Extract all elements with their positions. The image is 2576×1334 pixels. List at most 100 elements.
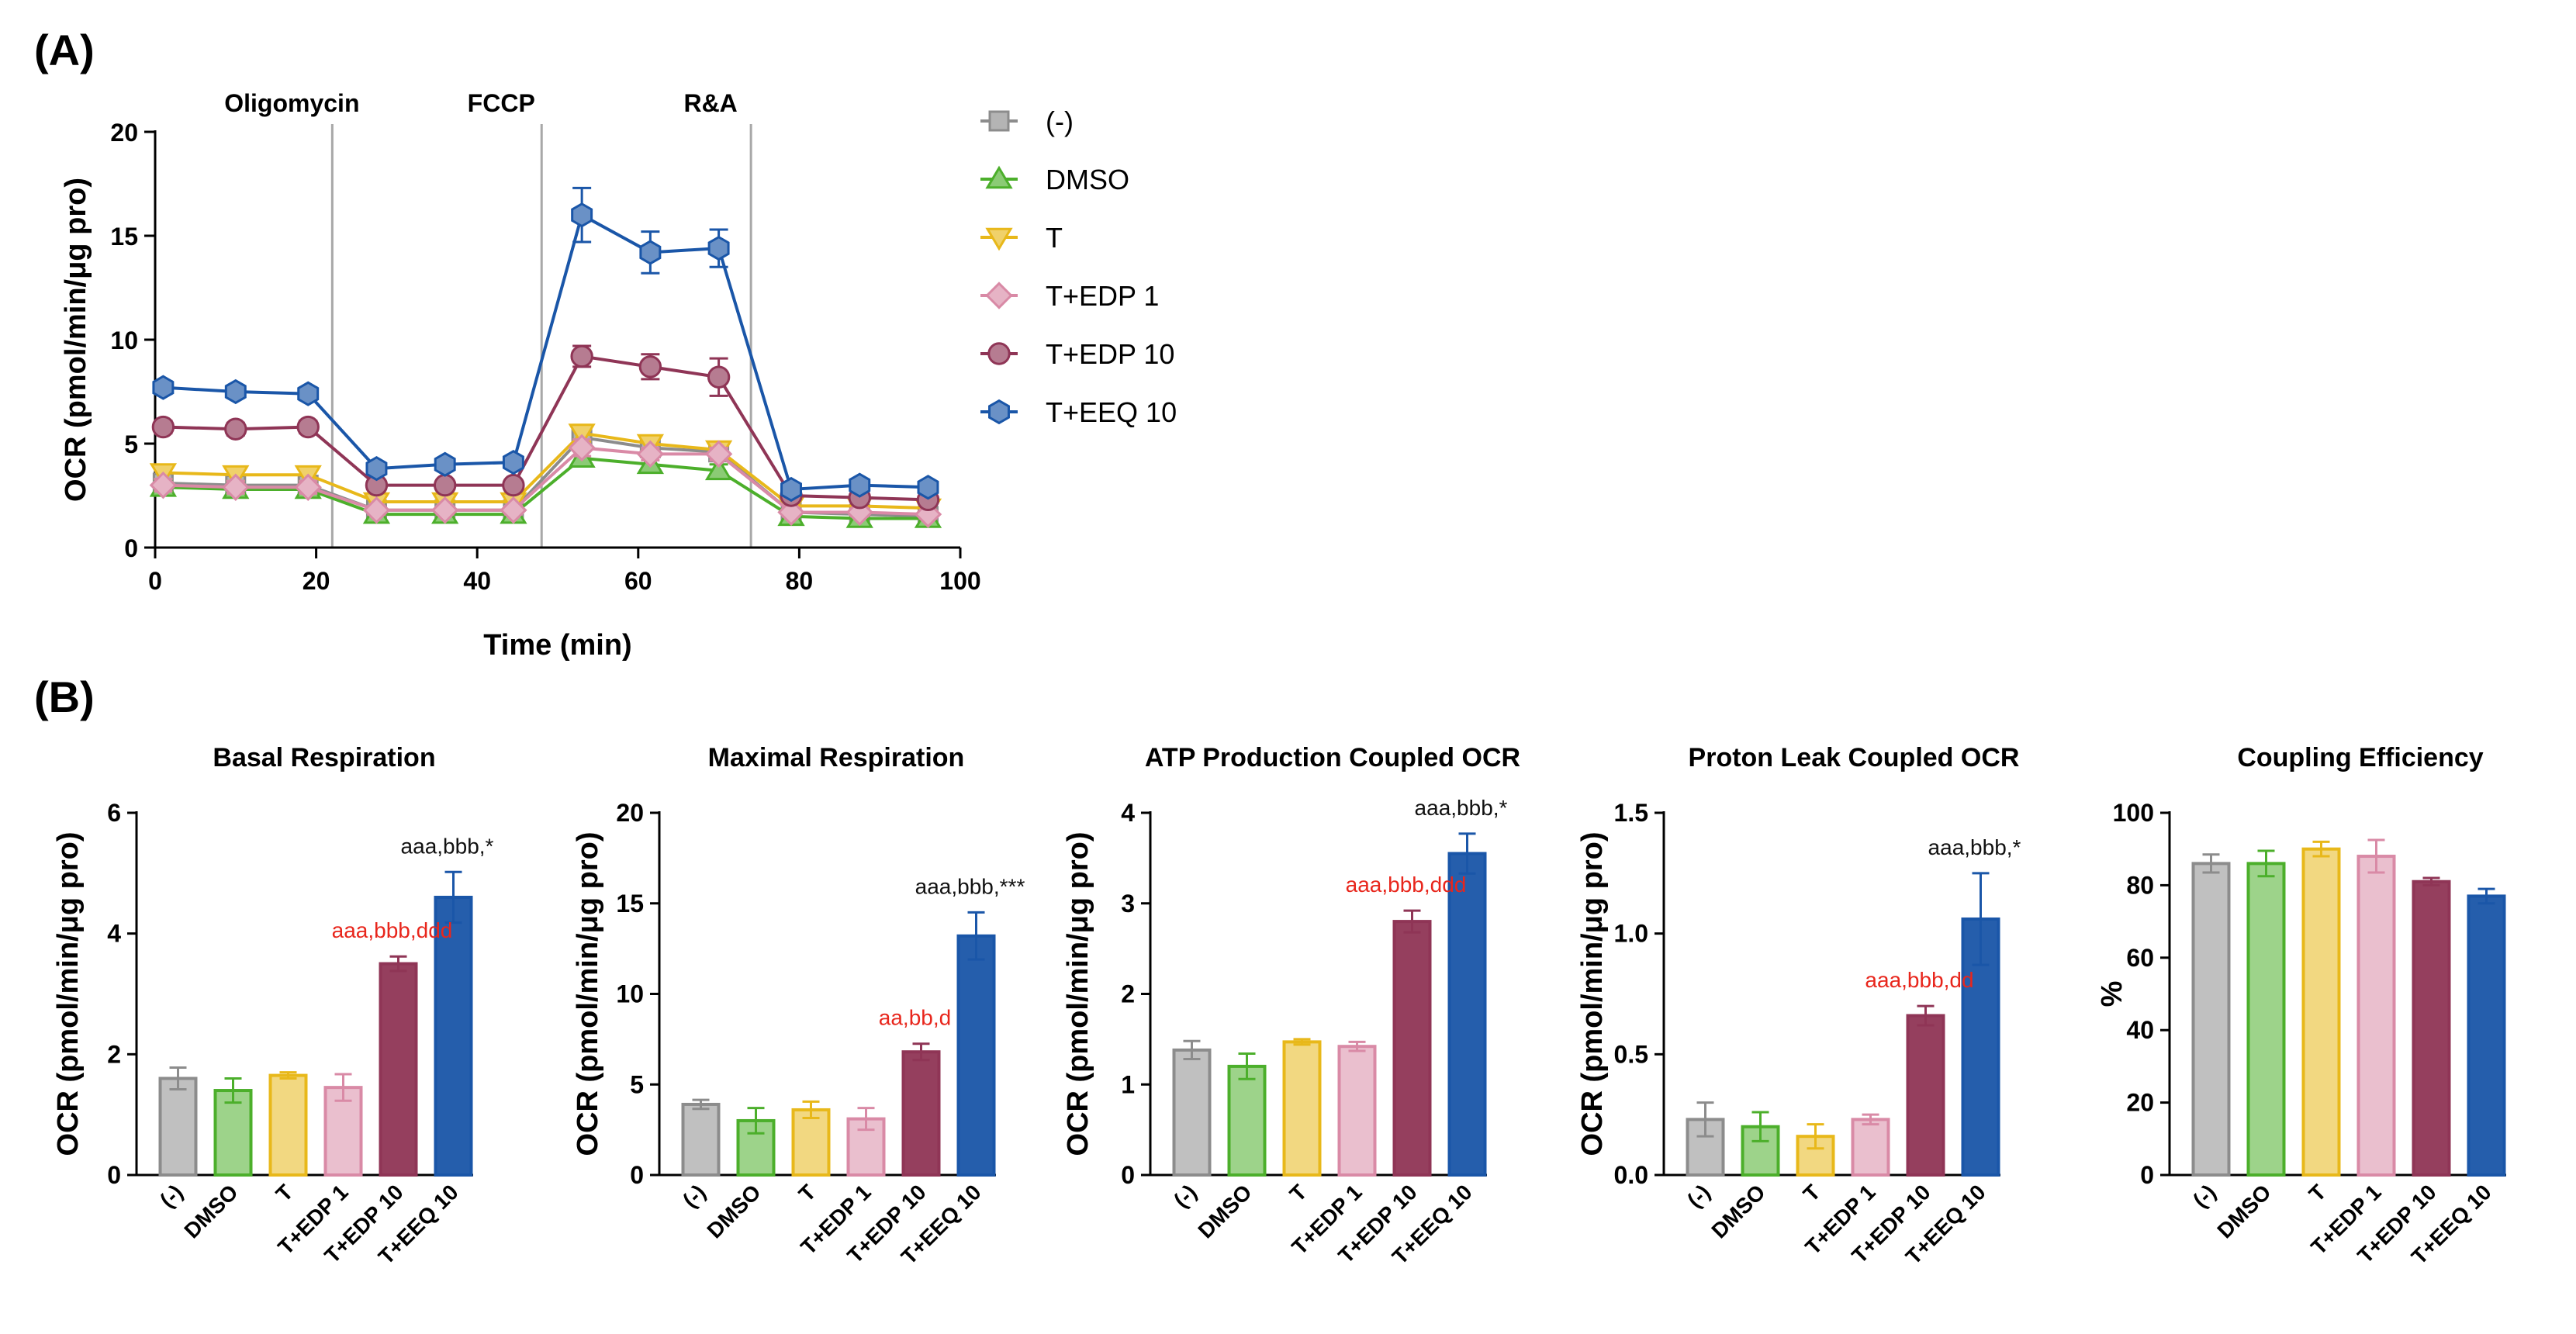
legend-label: DMSO: [1046, 164, 1129, 195]
data-point: [777, 498, 805, 527]
x-tick-label: 40: [463, 567, 491, 595]
bar: [2467, 894, 2506, 1177]
legend-label: T+EDP 1: [1046, 280, 1159, 312]
bar: [1906, 1014, 1945, 1177]
x-tick-label: 100: [939, 567, 980, 595]
bar: [379, 962, 418, 1177]
category-label: DMSO: [702, 1180, 765, 1242]
category-label: DMSO: [1193, 1180, 1256, 1242]
y-tick-label: 3: [1121, 890, 1135, 918]
bar: [2246, 862, 2286, 1177]
y-tick-label: 40: [2126, 1016, 2154, 1044]
legend-marker: [988, 110, 1010, 132]
category-label: T: [1285, 1180, 1312, 1206]
bar-chart-3: ATP Production Coupled OCR 0 1 2 3 4 OCR (pmol…: [1062, 743, 1520, 1269]
bar: [1447, 852, 1487, 1177]
bar: [2191, 862, 2231, 1177]
significance-label: aaa,bbb,ddd: [332, 918, 453, 942]
y-tick-label: 0.5: [1614, 1040, 1648, 1068]
significance-label: aaa,bbb,*: [1415, 796, 1508, 820]
y-tick-label: 60: [2126, 944, 2154, 972]
legend-marker: [985, 282, 1013, 309]
data-point: [639, 240, 662, 265]
y-tick-label: 80: [2126, 871, 2154, 899]
bar: [2412, 880, 2451, 1177]
bar: [158, 1077, 198, 1177]
series-edp1: [149, 434, 942, 528]
data-point: [500, 496, 527, 524]
y-tick-label: 20: [2126, 1089, 2154, 1117]
category-label: DMSO: [1706, 1180, 1769, 1242]
y-tick-label: 6: [107, 799, 121, 827]
bar: [2301, 847, 2341, 1177]
x-tick-label: 0: [148, 567, 162, 595]
y-tick-label: 1.5: [1614, 799, 1648, 827]
y-tick-label: 0: [124, 534, 138, 562]
data-point: [502, 473, 525, 497]
y-tick-label: 5: [630, 1070, 644, 1098]
category-label: T: [1799, 1180, 1825, 1206]
x-tick-label: 60: [624, 567, 652, 595]
data-point: [571, 202, 593, 228]
bar: [213, 1089, 253, 1177]
bar: [1392, 920, 1432, 1177]
data-point: [294, 473, 322, 502]
y-tick-label: 0.0: [1614, 1161, 1648, 1189]
data-point: [296, 415, 320, 439]
chart-title: Basal Respiration: [213, 743, 435, 772]
injection-label: Oligomycin: [224, 89, 359, 117]
bar-chart-5: Coupling Efficiency 0 20 40 60 80 100% (-)DMSO T…: [2096, 743, 2506, 1269]
bar: [956, 934, 996, 1177]
bar-chart-2: Maximal Respiration 0 5 10 15 20 OCR (pmol/min…: [572, 743, 1025, 1269]
y-tick-label: 0: [2140, 1161, 2154, 1189]
category-label: T: [794, 1180, 821, 1206]
data-point: [151, 415, 175, 439]
chart-title: Coupling Efficiency: [2237, 743, 2483, 772]
significance-label: aaa,bbb,*: [401, 834, 494, 858]
data-point: [780, 476, 802, 503]
panel-label-b: (B): [34, 672, 95, 721]
series-t: [149, 423, 942, 522]
injection-label: FCCP: [468, 89, 535, 117]
bar: [2356, 855, 2396, 1177]
series-line: [163, 456, 928, 520]
y-axis-title: OCR (pmol/min/μg pro): [1062, 832, 1094, 1156]
data-point: [362, 496, 391, 524]
data-point: [914, 500, 942, 528]
bar: [1961, 917, 2000, 1177]
legend-marker: [985, 165, 1013, 189]
y-tick-label: 2: [1121, 980, 1135, 1008]
chart-title: Maximal Respiration: [708, 743, 965, 772]
y-tick-label: 2: [107, 1040, 121, 1068]
significance-label: aaa,bbb,ddd: [1346, 873, 1467, 897]
data-point: [845, 498, 873, 527]
legend-marker: [988, 399, 1010, 425]
legend-label: T: [1046, 222, 1063, 254]
y-axis-title: OCR (pmol/min/μg pro): [52, 832, 85, 1156]
data-point: [917, 475, 939, 500]
series-line: [163, 354, 928, 502]
y-tick-label: 0: [107, 1161, 121, 1189]
series-line: [163, 431, 928, 510]
legend-marker: [987, 342, 1011, 365]
x-tick-label: 20: [303, 567, 330, 595]
bar: [1851, 1118, 1890, 1177]
data-point: [365, 456, 388, 482]
significance-label: aaa,bbb,dd: [1865, 968, 1973, 992]
category-label: (-): [2188, 1180, 2221, 1212]
series-line: [163, 213, 928, 492]
data-point: [704, 457, 733, 481]
legend-marker: [985, 227, 1013, 251]
legend: (-) DMSO T T+EDP 1 T+EDP 10 T+EEQ 10: [980, 105, 1177, 428]
chart-title: Proton Leak Coupled OCR: [1689, 743, 2020, 772]
data-point: [707, 365, 731, 389]
bar: [1337, 1045, 1377, 1177]
legend-label: T+EDP 10: [1046, 338, 1174, 370]
data-point: [568, 434, 596, 462]
bar-charts: Basal Respiration 0 2 4 6 OCR (pmol/min/μg pr…: [52, 743, 2506, 1269]
data-point: [222, 473, 250, 502]
y-tick-label: 4: [107, 920, 121, 948]
category-label: T: [271, 1180, 298, 1206]
